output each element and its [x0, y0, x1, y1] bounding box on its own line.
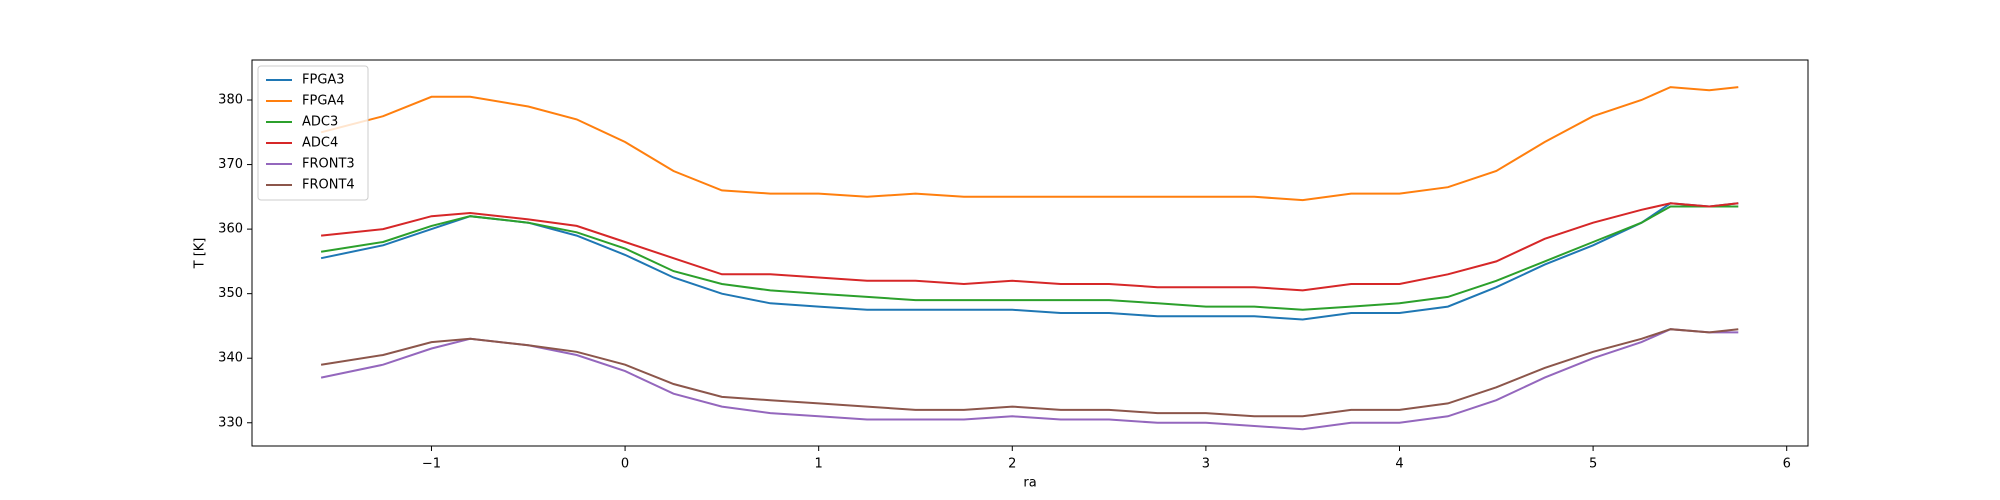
legend-label: ADC3 [302, 115, 338, 130]
y-tick-label: 350 [218, 286, 243, 301]
x-tick-label: 3 [1202, 457, 1210, 472]
x-tick-label: 2 [1008, 457, 1016, 472]
legend-label: ADC4 [302, 136, 338, 151]
y-tick-label: 330 [218, 415, 243, 430]
legend-box [257, 65, 369, 201]
y-tick-label: 370 [218, 157, 243, 172]
x-tick-label: 4 [1395, 457, 1403, 472]
x-tick-label: 0 [621, 457, 629, 472]
x-tick-label: 1 [815, 457, 823, 472]
series-line [320, 202, 1739, 321]
legend-label: FPGA4 [302, 94, 345, 109]
x-tick-label: 5 [1589, 457, 1597, 472]
y-tick-label: 380 [218, 93, 243, 108]
x-tick-label: 6 [1783, 457, 1791, 472]
legend-label: FPGA3 [302, 73, 345, 88]
y-tick-label: 360 [218, 222, 243, 237]
series-line [320, 328, 1739, 431]
y-axis-label: T [K] [193, 238, 208, 270]
x-axis-label: ra [1023, 476, 1036, 491]
y-tick-label: 340 [218, 351, 243, 366]
legend-label: FRONT3 [302, 157, 355, 172]
plot-frame [251, 59, 1809, 447]
legend-label: FRONT4 [302, 178, 355, 193]
series-line [320, 328, 1739, 418]
series-line [320, 205, 1739, 311]
x-tick-label: −1 [422, 457, 441, 472]
series-line [320, 86, 1739, 202]
series-line [320, 202, 1739, 292]
